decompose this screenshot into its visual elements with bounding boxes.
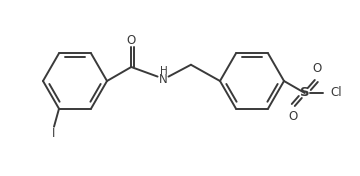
Text: O: O <box>127 33 136 46</box>
Text: H: H <box>160 66 167 76</box>
Text: O: O <box>288 111 297 124</box>
Text: S: S <box>300 86 310 99</box>
Text: O: O <box>312 62 321 76</box>
Text: Cl: Cl <box>330 86 342 99</box>
Text: I: I <box>52 127 56 140</box>
Text: N: N <box>159 73 168 86</box>
